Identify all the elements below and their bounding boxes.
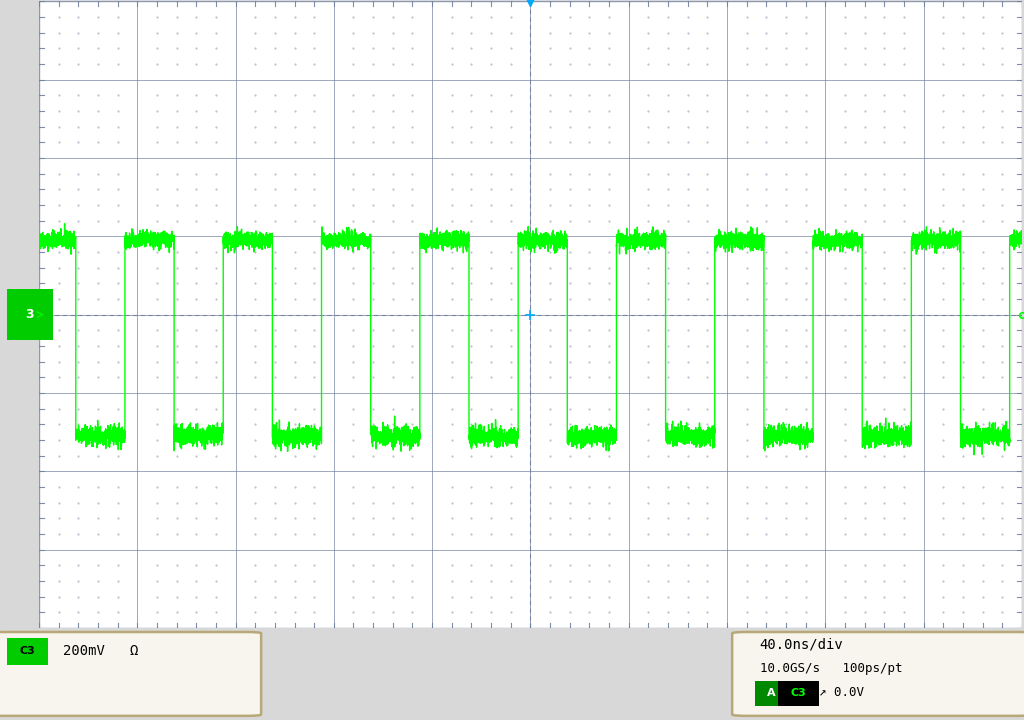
Text: 200mV   Ω: 200mV Ω xyxy=(63,644,139,658)
FancyBboxPatch shape xyxy=(0,632,261,716)
Text: 3: 3 xyxy=(26,308,34,321)
Text: 10.0GS/s   100ps/pt: 10.0GS/s 100ps/pt xyxy=(760,662,902,675)
Text: C3: C3 xyxy=(19,647,36,657)
Text: 40.0ns/div: 40.0ns/div xyxy=(760,637,844,652)
FancyBboxPatch shape xyxy=(732,632,1024,716)
FancyBboxPatch shape xyxy=(755,681,787,706)
FancyBboxPatch shape xyxy=(7,639,48,665)
Text: A: A xyxy=(767,688,775,698)
FancyBboxPatch shape xyxy=(778,681,819,706)
Text: ↗ 0.0V: ↗ 0.0V xyxy=(819,686,864,699)
Text: C3: C3 xyxy=(791,688,807,698)
